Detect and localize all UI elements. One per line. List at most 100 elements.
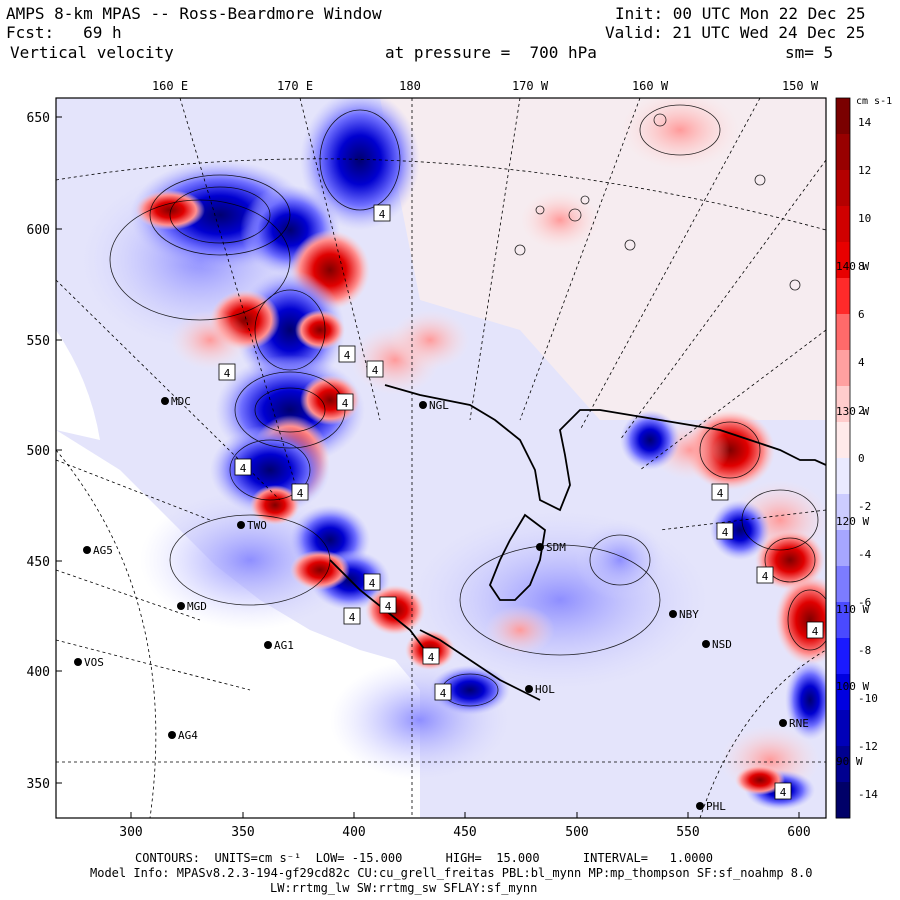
y-axis: 650 600 550 500 450 400 350 <box>27 111 62 792</box>
station-dot <box>74 658 82 666</box>
x-tick-label: 350 <box>231 825 254 840</box>
colorbar-swatch <box>836 98 850 135</box>
contours <box>109 104 826 707</box>
colorbar-swatch <box>836 422 850 459</box>
colorbar-swatch <box>836 782 850 819</box>
extrema-box <box>373 204 391 222</box>
pressure-level: at pressure = 700 hPa <box>385 43 597 62</box>
extrema-box <box>363 573 381 591</box>
field-blob <box>410 510 710 690</box>
colorbar-swatch <box>836 674 850 711</box>
station-label: MDC <box>171 395 191 408</box>
forecast-hours: 69 h <box>83 23 122 42</box>
extrema-box <box>234 458 252 476</box>
station-label: AG5 <box>93 544 113 557</box>
station-label: AG1 <box>274 639 294 652</box>
station-dot <box>83 546 91 554</box>
extrema-value: 4 <box>385 600 392 613</box>
extrema-box <box>343 607 361 625</box>
lon-label: 160 W <box>632 79 669 93</box>
colorbar-label: -4 <box>858 548 872 561</box>
forecast-label: Fcst: 69 h <box>6 24 122 42</box>
colorbar-label: -6 <box>858 596 871 609</box>
station-label: NGL <box>429 399 449 412</box>
extrema-value: 4 <box>342 397 349 410</box>
station-label: TWO <box>247 519 267 532</box>
plot-title: AMPS 8-km MPAS -- Ross-Beardmore Window <box>6 4 382 23</box>
station-dot <box>161 397 169 405</box>
colorbar-label: 4 <box>858 356 865 369</box>
field-neutral-region <box>380 98 826 420</box>
extrema-box <box>422 647 440 665</box>
field-name: Vertical velocity <box>10 43 174 62</box>
colorbar-swatch <box>836 746 850 783</box>
side-lon-label: 100 W <box>836 680 869 693</box>
station-label: HOL <box>535 683 555 696</box>
station-markers: MDC NGL TWO AG5 SDM MGD NBY AG1 NSD VOS HOL RNE AG4 P… <box>74 395 809 813</box>
mountain-band <box>130 98 510 715</box>
station-label: NBY <box>679 608 699 621</box>
station-dot <box>779 719 787 727</box>
station-dot <box>264 641 272 649</box>
colorbar-swatch <box>836 566 850 603</box>
y-tick-label: 550 <box>27 334 50 349</box>
extrema-value: 4 <box>762 570 769 583</box>
x-tick-label: 600 <box>787 825 810 840</box>
map-frame <box>55 97 827 819</box>
extrema-box <box>434 683 452 701</box>
extrema-value: 4 <box>780 786 787 799</box>
extrema-box <box>716 522 734 540</box>
station-dot <box>168 731 176 739</box>
extrema-value: 4 <box>379 208 386 221</box>
lon-label: 180 <box>399 79 421 93</box>
station-label: SDM <box>546 541 566 554</box>
x-tick-label: 450 <box>453 825 476 840</box>
station-label: PHL <box>706 800 726 813</box>
extrema-value: 4 <box>369 577 376 590</box>
init-time: Init: 00 UTC Mon 22 Dec 25 <box>615 4 866 23</box>
station-dot <box>177 602 185 610</box>
model-info: Model Info: MPASv8.2.3-194-gf29cd82c CU:… <box>90 866 813 880</box>
y-tick-label: 400 <box>27 665 50 680</box>
station-dot <box>669 610 677 618</box>
colorbar-label: 2 <box>858 404 865 417</box>
extrema-value: 4 <box>224 367 231 380</box>
colorbar-label: -12 <box>858 740 878 753</box>
station-label: VOS <box>84 656 104 669</box>
station-dot <box>536 543 544 551</box>
extrema-value: 4 <box>349 611 356 624</box>
colorbar-swatch <box>836 350 850 387</box>
colorbar-swatch <box>836 206 850 243</box>
colorbar-swatch <box>836 386 850 423</box>
east-features <box>485 98 826 810</box>
station-label: MGD <box>187 600 207 613</box>
colorbar-swatch <box>836 494 850 531</box>
colorbar-label: -10 <box>858 692 878 705</box>
colorbar-swatch <box>836 458 850 495</box>
colorbar-swatch <box>836 170 850 207</box>
extrema-value: 4 <box>372 364 379 377</box>
extrema-box <box>774 782 792 800</box>
extrema-value: 4 <box>717 487 724 500</box>
x-tick-label: 500 <box>565 825 588 840</box>
colorbar-swatch <box>836 278 850 315</box>
extrema-box <box>379 596 397 614</box>
colorbar-swatch <box>836 314 850 351</box>
side-lon-label: 120 W <box>836 515 869 528</box>
y-tick-label: 500 <box>27 444 50 459</box>
station-dot <box>237 521 245 529</box>
station-dot <box>419 401 427 409</box>
colorbar: cm s-1 14 12 10 8 6 4 2 0 -2 -4 -6 -8 -10 -12 -14 <box>835 96 892 819</box>
valid-time: Valid: 21 UTC Wed 24 Dec 25 <box>605 23 866 42</box>
x-tick-label: 400 <box>342 825 365 840</box>
colorbar-swatch <box>836 710 850 747</box>
side-lon-label: 130 W <box>836 405 869 418</box>
x-tick-label: 550 <box>676 825 699 840</box>
colorbar-label: -2 <box>858 500 871 513</box>
colorbar-label: 14 <box>858 116 872 129</box>
colorbar-swatch <box>836 530 850 567</box>
station-dot <box>696 802 704 810</box>
station-label: RNE <box>789 717 809 730</box>
colorbar-label: 8 <box>858 260 865 273</box>
